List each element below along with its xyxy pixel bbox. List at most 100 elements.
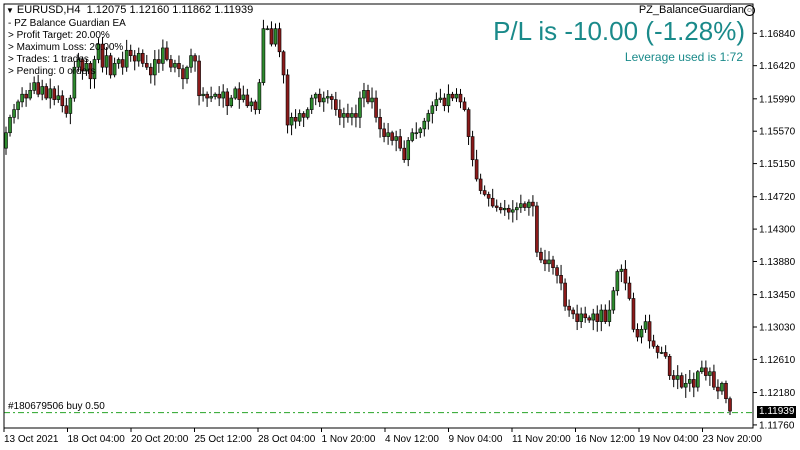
candle <box>482 185 487 197</box>
candle <box>619 264 624 283</box>
x-tick-label: 16 Nov 12:00 <box>576 434 636 445</box>
x-tick-label: 1 Nov 20:00 <box>322 434 376 445</box>
bull-candle-body <box>527 201 531 208</box>
candle <box>12 103 16 124</box>
candle <box>370 87 374 109</box>
collapse-triangle-icon[interactable]: ▼ <box>6 6 14 15</box>
bull-candle-body <box>696 371 700 388</box>
x-tick-label: 19 Nov 04:00 <box>639 434 699 445</box>
bear-candle-body <box>587 317 592 321</box>
candle <box>80 56 85 80</box>
candle <box>651 334 656 349</box>
candle <box>623 260 628 291</box>
smiley-icon[interactable]: ☺ <box>744 5 755 16</box>
candle <box>603 304 608 324</box>
bull-candle-body <box>213 93 217 97</box>
bear-candle-body <box>225 91 230 107</box>
bear-candle-body <box>88 63 93 80</box>
bull-candle-body <box>92 59 97 80</box>
candle <box>237 82 242 109</box>
candle <box>434 92 439 111</box>
bull-candle-body <box>289 117 294 126</box>
bull-candle-body <box>438 97 443 100</box>
bull-candle-body <box>426 113 431 122</box>
candle <box>181 64 185 90</box>
bull-candle-body <box>84 63 89 72</box>
bear-candle-body <box>60 95 65 107</box>
candle <box>84 58 89 76</box>
symbol-label: EURUSD,H4 <box>16 4 81 16</box>
candle <box>571 307 575 320</box>
candle <box>338 99 342 126</box>
candle <box>551 255 555 275</box>
expert-advisor-name[interactable]: PZ_BalanceGuardian <box>638 4 744 16</box>
candle <box>20 87 24 108</box>
candle <box>494 199 499 212</box>
candle <box>374 90 378 123</box>
candle <box>543 249 547 272</box>
candle <box>696 370 700 392</box>
candle <box>390 130 394 146</box>
candle <box>68 94 73 125</box>
bear-candle-body <box>482 190 487 195</box>
bull-candle-body <box>20 93 24 103</box>
bear-candle-body <box>603 309 608 322</box>
candle <box>474 149 479 182</box>
bull-candle-body <box>209 96 213 99</box>
candle <box>555 264 559 284</box>
candle <box>257 78 262 114</box>
order-label[interactable]: #180679506 buy 0.50 <box>8 401 105 412</box>
y-tick-label: 1.12610 <box>759 355 796 366</box>
bull-candle-body <box>515 207 519 211</box>
bull-candle-body <box>434 99 439 107</box>
bear-candle-body <box>277 28 282 53</box>
candle <box>321 91 326 112</box>
candle <box>309 94 314 114</box>
candle <box>8 114 12 137</box>
candle <box>189 48 193 73</box>
bull-candle-body <box>28 90 32 99</box>
bear-candle-body <box>559 275 563 284</box>
candle <box>305 107 310 120</box>
bear-candle-body <box>563 282 567 307</box>
leverage-readout: Leverage used is 1:72 <box>624 50 743 64</box>
candle <box>563 278 567 311</box>
x-tick-label: 20 Oct 20:00 <box>131 434 189 445</box>
bull-candle-body <box>547 259 551 265</box>
candle <box>579 307 583 329</box>
bear-candle-body <box>623 268 628 284</box>
bull-candle-body <box>76 59 81 68</box>
candle <box>325 90 330 104</box>
bear-candle-body <box>498 207 503 211</box>
candle <box>104 47 109 75</box>
bear-candle-body <box>571 309 575 315</box>
candle <box>470 130 475 167</box>
candle <box>675 365 680 390</box>
candle <box>358 91 362 129</box>
bull-candle-body <box>185 66 189 80</box>
candle <box>426 109 431 130</box>
candle <box>627 276 632 301</box>
bull-candle-body <box>350 113 354 118</box>
candle <box>44 83 49 101</box>
bear-candle-body <box>132 55 137 62</box>
y-tick-label: 1.14300 <box>759 225 796 236</box>
bull-candle-body <box>394 136 398 141</box>
candle <box>502 199 507 216</box>
bull-candle-body <box>607 309 612 322</box>
bear-candle-body <box>181 68 185 80</box>
candle <box>454 88 459 102</box>
candle <box>253 99 258 115</box>
candle <box>406 137 411 167</box>
candle <box>559 264 563 291</box>
candle <box>277 22 282 58</box>
bear-candle-body <box>523 203 527 208</box>
bear-candle-body <box>144 63 149 68</box>
bear-candle-body <box>583 313 588 319</box>
y-tick-label: 1.16420 <box>759 61 796 72</box>
candle <box>76 52 81 72</box>
bull-candle-body <box>249 101 254 107</box>
candle <box>153 50 157 86</box>
